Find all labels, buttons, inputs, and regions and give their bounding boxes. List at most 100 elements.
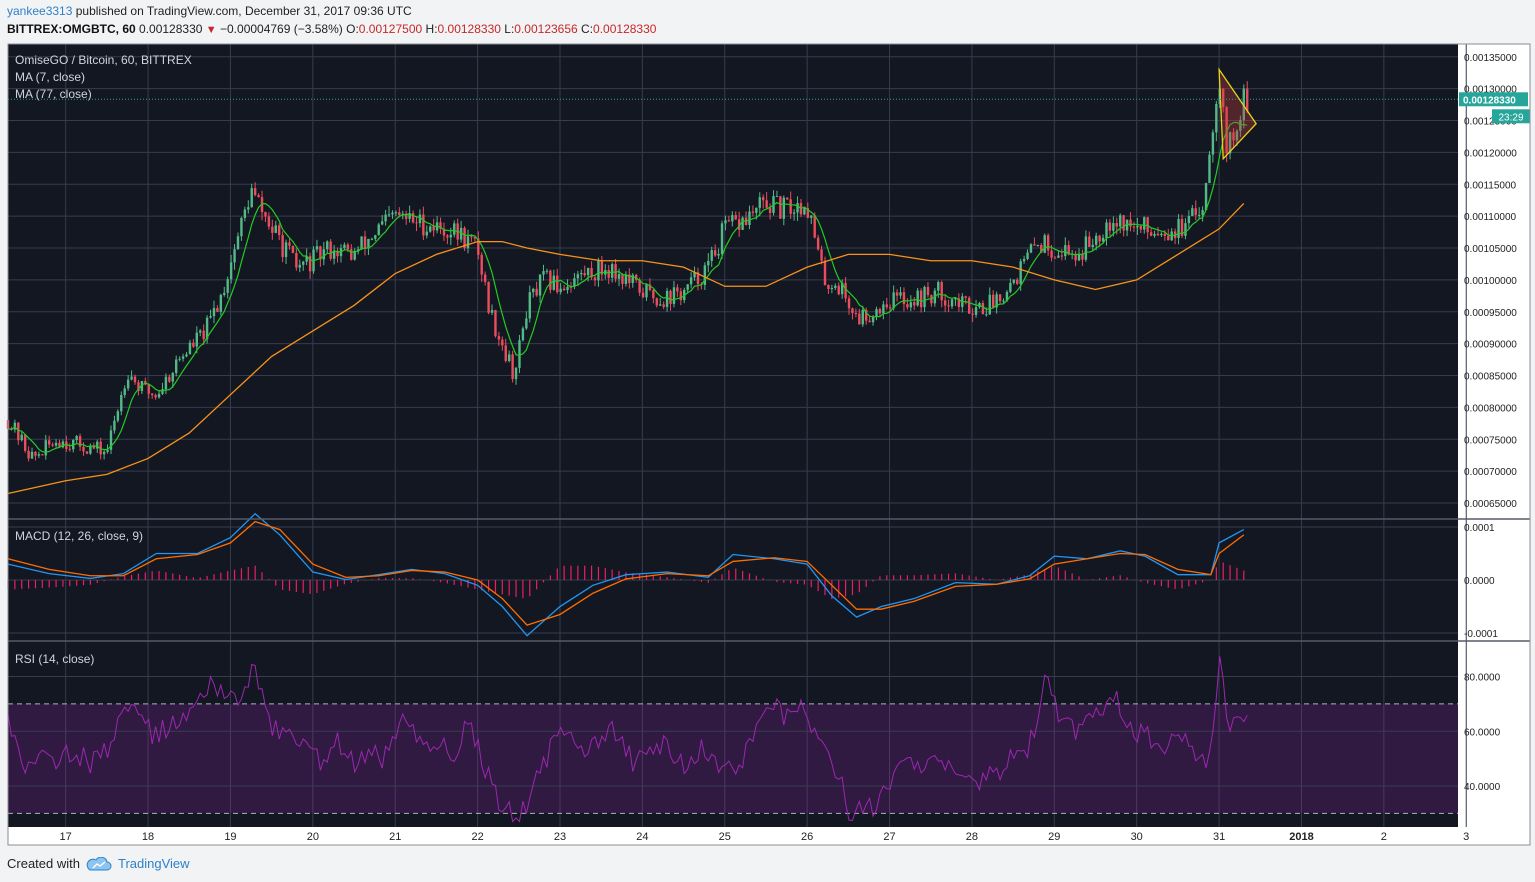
candle-body	[298, 264, 301, 268]
candle-body	[1163, 233, 1167, 236]
price-tick-label: 0.00130000	[1464, 85, 1517, 96]
candle-body	[161, 389, 164, 394]
candle-body	[27, 450, 30, 459]
candle-body	[1246, 88, 1249, 112]
candle-body	[923, 286, 926, 308]
tradingview-link[interactable]: TradingView	[117, 856, 190, 871]
candle-body	[803, 208, 806, 215]
rsi-tick-label: 60.0000	[1464, 727, 1501, 738]
price-tick-label: 0.00120000	[1464, 148, 1517, 159]
candle-body	[1204, 183, 1208, 211]
candle-body	[240, 217, 243, 237]
candle-body	[37, 454, 41, 456]
candle-body	[295, 252, 298, 268]
candle-body	[820, 249, 823, 261]
candle-body	[85, 451, 89, 454]
open-label: O:	[346, 22, 359, 36]
down-arrow-icon: ▼	[205, 24, 217, 36]
candle-body	[243, 209, 247, 218]
candle-body	[99, 441, 102, 455]
candle-body	[638, 279, 641, 293]
price-tick-label: 0.00090000	[1464, 340, 1517, 351]
price-tick-label: 0.00095000	[1464, 308, 1517, 319]
candle-body	[1067, 245, 1070, 255]
candle-body	[1167, 235, 1170, 241]
candle-body	[624, 274, 628, 284]
candle-body	[813, 215, 816, 238]
candle-body	[284, 242, 288, 258]
candle-body	[518, 340, 521, 368]
candle-body	[882, 304, 885, 314]
candle-body	[737, 219, 741, 230]
candle-body	[1119, 215, 1122, 227]
candle-body	[1074, 253, 1077, 261]
candle-body	[305, 256, 308, 262]
candle-body	[1242, 88, 1245, 120]
candle-body	[964, 296, 967, 298]
candle-body	[1057, 255, 1060, 258]
candle-body	[892, 292, 895, 309]
x-tick-label: 2018	[1289, 831, 1313, 843]
candle-body	[713, 250, 717, 256]
candle-body	[1101, 237, 1105, 242]
candle-body	[1094, 235, 1098, 245]
candle-body	[645, 284, 648, 298]
candle-body	[995, 294, 998, 308]
candle-body	[1156, 233, 1160, 236]
ohlc-line: BITTREX:OMGBTC, 60 0.00128330 ▼ −0.00004…	[7, 22, 656, 36]
ma7-line	[7, 121, 1248, 454]
candle-body	[1194, 208, 1197, 215]
candle-body	[844, 282, 847, 299]
close-label: C:	[581, 22, 594, 36]
price-tick-label: 0.00115000	[1464, 180, 1517, 191]
signal-line	[7, 520, 1245, 626]
price-tick-label: 0.00105000	[1464, 244, 1517, 255]
candle-body	[429, 226, 432, 232]
candle-body	[319, 246, 322, 260]
candle-body	[751, 211, 755, 213]
candle-body	[1201, 210, 1204, 215]
candle-body	[391, 212, 394, 215]
candle-body	[504, 345, 507, 362]
candle-body	[1016, 279, 1019, 284]
candle-body	[1084, 236, 1088, 260]
candle-body	[350, 249, 353, 260]
candle-body	[634, 274, 638, 280]
candle-body	[573, 278, 576, 287]
candle-body	[188, 342, 192, 355]
candle-body	[525, 318, 528, 329]
candle-body	[693, 272, 696, 278]
candle-body	[652, 289, 655, 299]
candle-body	[847, 298, 851, 309]
candle-body	[226, 279, 229, 293]
candle-body	[1191, 208, 1194, 217]
candle-body	[346, 244, 350, 250]
candle-body	[782, 197, 786, 219]
candle-body	[916, 290, 919, 306]
candle-body	[676, 287, 679, 292]
candle-body	[233, 249, 236, 263]
candle-body	[1232, 132, 1235, 141]
candle-body	[483, 274, 487, 282]
candle-body	[1225, 107, 1228, 154]
price-tick-label: 0.00125000	[1464, 117, 1517, 128]
candle-body	[442, 228, 446, 236]
candle-body	[686, 284, 689, 290]
candle-body	[17, 422, 20, 441]
candle-body	[408, 213, 411, 219]
publish-line: yankee3313 published on TradingView.com,…	[7, 4, 412, 18]
candle-body	[487, 281, 490, 313]
candle-body	[731, 215, 734, 222]
candle-body	[78, 436, 82, 447]
author-link[interactable]: yankee3313	[7, 4, 73, 18]
candle-body	[82, 446, 85, 452]
candle-body	[871, 316, 875, 323]
candle-body	[758, 197, 761, 208]
candle-body	[1173, 231, 1177, 238]
candle-body	[586, 267, 590, 276]
candle-body	[291, 245, 295, 253]
candle-body	[154, 395, 157, 398]
candle-body	[566, 286, 569, 291]
high-value: 0.00128330	[437, 22, 501, 36]
